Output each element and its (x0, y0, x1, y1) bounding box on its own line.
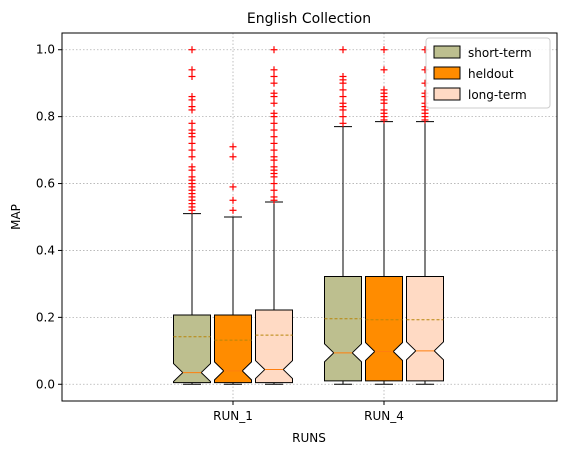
outlier-marker (188, 93, 196, 101)
outlier-marker (229, 196, 237, 204)
y-tick-label: 0.0 (36, 377, 55, 391)
outlier-marker (270, 46, 278, 54)
outlier-marker (229, 153, 237, 161)
box-body (324, 276, 362, 382)
outlier-marker (339, 99, 347, 107)
outlier-marker (270, 66, 278, 74)
plot-area-frame (61, 32, 558, 402)
y-tick-label: 0.2 (36, 310, 55, 324)
outlier-marker (188, 103, 196, 111)
outlier-marker (229, 206, 237, 214)
outlier-marker (270, 133, 278, 141)
box-long-term-RUN_1 (255, 46, 293, 385)
outlier-marker (270, 72, 278, 80)
outlier-marker (339, 86, 347, 94)
chart-title: English Collection (247, 11, 371, 27)
outlier-marker (380, 66, 388, 74)
legend-label-heldout: heldout (468, 67, 514, 81)
outlier-marker (380, 106, 388, 114)
outlier-marker (270, 163, 278, 171)
box-long-term-RUN_4 (406, 46, 444, 385)
box-heldout-RUN_1 (214, 143, 252, 385)
outlier-marker (270, 89, 278, 97)
outlier-marker (188, 72, 196, 80)
outlier-marker (188, 119, 196, 127)
box-short-term-RUN_4 (324, 46, 362, 385)
outlier-marker (229, 183, 237, 191)
outlier-marker (270, 119, 278, 127)
box-body (214, 314, 252, 384)
y-axis-label: MAP (9, 204, 23, 230)
outlier-marker (270, 79, 278, 87)
outlier-marker (188, 126, 196, 134)
outlier-marker (188, 163, 196, 171)
outlier-marker (270, 186, 278, 194)
box-body (173, 314, 211, 384)
outlier-marker (339, 46, 347, 54)
x-tick-label: RUN_1 (213, 409, 253, 423)
outlier-marker (188, 139, 196, 147)
box-heldout-RUN_4 (365, 46, 403, 385)
box-body (255, 309, 293, 384)
outlier-marker (339, 72, 347, 80)
outlier-marker (188, 153, 196, 161)
outlier-marker (270, 153, 278, 161)
outlier-marker (270, 180, 278, 188)
legend-swatch-short-term (433, 45, 461, 59)
box-short-term-RUN_1 (173, 46, 211, 385)
y-tick-label: 0.8 (36, 110, 55, 124)
legend-label-short-term: short-term (468, 46, 532, 60)
x-axis-label: RUNS (292, 431, 326, 445)
outlier-marker (339, 113, 347, 121)
outlier-marker (229, 143, 237, 151)
y-tick-label: 0.6 (36, 177, 55, 191)
legend-swatch-long-term (433, 87, 461, 101)
outlier-marker (270, 99, 278, 107)
outlier-marker (188, 46, 196, 54)
legend-label-long-term: long-term (468, 88, 527, 102)
outlier-marker (270, 193, 278, 201)
outlier-marker (270, 146, 278, 154)
outlier-marker (339, 119, 347, 127)
outlier-marker (339, 93, 347, 101)
outlier-marker (188, 66, 196, 74)
y-tick-label: 0.4 (36, 243, 55, 257)
legend-swatch-heldout (433, 66, 461, 80)
box-body (406, 276, 444, 382)
outlier-marker (380, 46, 388, 54)
outlier-marker (188, 173, 196, 181)
outlier-marker (188, 146, 196, 154)
x-tick-label: RUN_4 (364, 409, 404, 423)
outlier-marker (380, 86, 388, 94)
axes: 0.0 0.2 0.4 0.6 0.8 1.0 RUN_1 RUN_4 (36, 32, 558, 423)
boxes (173, 46, 444, 385)
box-body (365, 276, 403, 382)
outlier-marker (270, 109, 278, 117)
y-tick-label: 1.0 (36, 43, 55, 57)
outlier-marker (270, 139, 278, 147)
outlier-marker (270, 126, 278, 134)
legend: short-term heldout long-term (425, 37, 551, 109)
